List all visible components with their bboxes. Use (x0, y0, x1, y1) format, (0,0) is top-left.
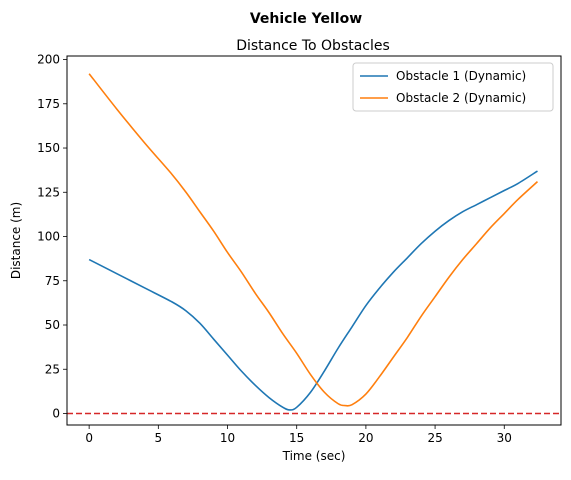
y-tick-label: 25 (45, 362, 60, 376)
y-axis-label: Distance (m) (9, 202, 23, 279)
legend-box (352, 62, 554, 112)
chart-title: Distance To Obstacles (236, 38, 390, 54)
legend-label: Obstacle 2 (Dynamic) (396, 91, 526, 105)
y-tick-label: 50 (45, 318, 60, 332)
chart-suptitle: Vehicle Yellow (250, 11, 362, 27)
x-tick-label: 5 (155, 431, 163, 445)
x-tick-label: 30 (497, 431, 512, 445)
legend: Obstacle 1 (Dynamic) Obstacle 2 (Dynamic) (352, 62, 554, 112)
y-tick-label: 100 (37, 230, 60, 244)
legend-label: Obstacle 1 (Dynamic) (396, 69, 526, 83)
plot-area (67, 73, 561, 415)
axis-ticks: 0 5 10 15 20 25 30 0 25 50 75 100 125 150 175 200 (37, 53, 512, 445)
y-tick-label: 200 (37, 53, 60, 67)
series-line-obstacle-1 (88, 170, 538, 411)
x-tick-label: 25 (427, 431, 442, 445)
axes-frame (66, 55, 562, 426)
y-tick-label: 125 (37, 185, 60, 199)
x-tick-label: 15 (289, 431, 304, 445)
x-tick-label: 10 (220, 431, 235, 445)
y-tick-label: 0 (52, 406, 60, 420)
x-tick-label: 0 (85, 431, 93, 445)
y-tick-label: 150 (37, 141, 60, 155)
x-tick-label: 20 (358, 431, 373, 445)
y-tick-label: 75 (45, 274, 60, 288)
y-tick-label: 175 (37, 97, 60, 111)
series-line-obstacle-2 (88, 73, 539, 407)
x-axis-label: Time (sec) (282, 449, 346, 463)
